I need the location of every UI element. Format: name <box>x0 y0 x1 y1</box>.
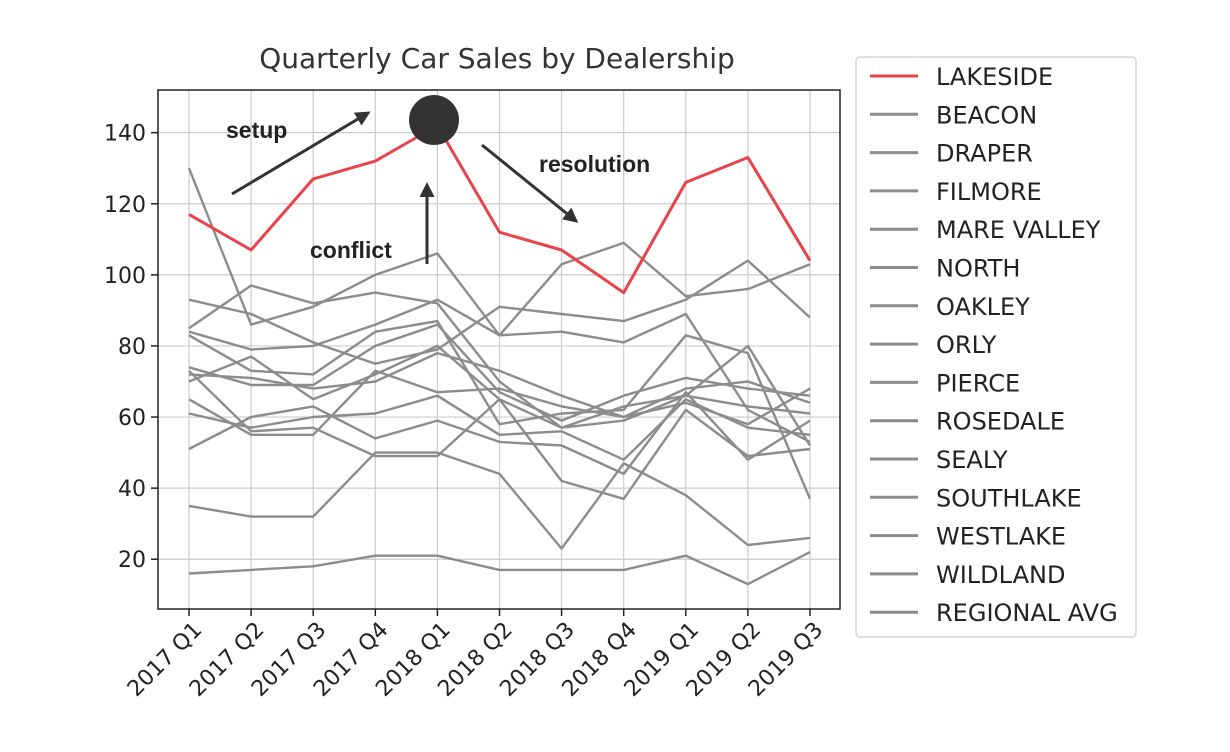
legend: LAKESIDE BEACON DRAPER FILMORE MARE VALLEY NO… <box>855 56 1137 638</box>
legend-box <box>855 56 1137 638</box>
chart-title: Quarterly Car Sales by Dealership <box>259 42 735 75</box>
setup-arrow <box>231 111 371 196</box>
series-line-wildland <box>188 451 811 550</box>
legend-label: BEACON <box>936 101 1037 129</box>
legend-label: ORLY <box>936 331 997 359</box>
series-line-lakeside <box>188 124 812 295</box>
y-tick-label: 60 <box>118 406 146 431</box>
series-line-southlake <box>188 391 811 476</box>
legend-label: PIERCE <box>936 369 1020 397</box>
legend-label: FILMORE <box>936 178 1042 206</box>
series-line-filmore <box>188 284 812 447</box>
legend-label: WILDLAND <box>936 561 1065 589</box>
series-line-mare-valley <box>188 298 811 443</box>
series-line-draper <box>188 259 811 365</box>
grid <box>158 90 840 609</box>
conflict-label: conflict <box>310 237 392 263</box>
legend-label: ROSEDALE <box>936 408 1065 436</box>
y-tick-label: 120 <box>104 193 146 218</box>
legend-label: OAKLEY <box>936 293 1030 321</box>
y-tick-label: 20 <box>118 548 146 573</box>
series-layer <box>187 124 812 586</box>
resolution-label: resolution <box>539 151 650 177</box>
annotations: setup conflict resolution <box>226 95 650 264</box>
setup-label: setup <box>226 117 287 143</box>
y-tick-label: 80 <box>118 335 146 360</box>
climax-marker <box>409 95 459 145</box>
legend-label: SOUTHLAKE <box>936 484 1082 512</box>
series-line-north <box>188 319 812 500</box>
legend-label: DRAPER <box>936 140 1033 168</box>
y-tick-label: 100 <box>104 264 146 289</box>
series-line-regional-avg <box>188 551 811 586</box>
legend-label: WESTLAKE <box>936 523 1066 551</box>
legend-label: REGIONAL AVG <box>936 599 1118 627</box>
y-tick-label: 40 <box>118 477 146 502</box>
resolution-arrow <box>481 143 579 223</box>
legend-label: LAKESIDE <box>936 63 1053 91</box>
legend-label: SEALY <box>936 446 1008 474</box>
series-line-sealy <box>188 394 811 461</box>
y-axis: 20 40 60 80 100 120 140 <box>104 122 158 573</box>
series-line-westlake <box>188 369 811 500</box>
legend-label: NORTH <box>936 255 1020 283</box>
legend-label: MARE VALLEY <box>936 216 1101 244</box>
y-tick-label: 140 <box>104 122 146 147</box>
